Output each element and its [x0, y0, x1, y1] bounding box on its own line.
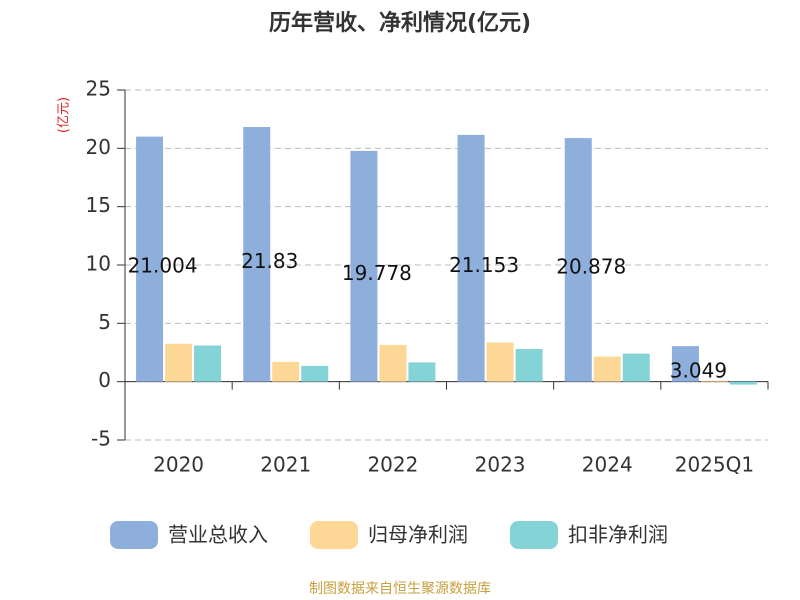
x-tick-label: 2020 — [153, 453, 204, 477]
x-tick-label: 2022 — [367, 453, 418, 477]
x-tick-label: 2024 — [582, 453, 633, 477]
legend-swatch — [310, 521, 358, 549]
chart-title: 历年营收、净利情况(亿元) — [269, 10, 531, 36]
data-label: 21.004 — [128, 254, 198, 278]
bar — [243, 126, 271, 382]
y-tick-label: 15 — [86, 193, 111, 217]
bar — [272, 361, 300, 382]
bar — [379, 344, 407, 382]
y-tick-label: 5 — [98, 310, 111, 334]
bar — [622, 353, 650, 382]
y-unit: (亿元) — [57, 97, 72, 133]
bar — [486, 342, 514, 382]
data-label: 20.878 — [556, 254, 626, 278]
data-label: 21.153 — [449, 253, 519, 277]
y-tick-label: -5 — [91, 427, 111, 451]
legend-label: 营业总收入 — [168, 523, 268, 547]
legend-label: 归母净利润 — [368, 523, 468, 547]
data-label: 3.049 — [670, 358, 727, 382]
data-label: 21.83 — [241, 249, 298, 273]
bar — [194, 345, 222, 382]
bar — [136, 136, 164, 382]
x-tick-label: 2021 — [260, 453, 311, 477]
bar — [729, 381, 757, 385]
bar — [671, 346, 699, 382]
bar — [457, 134, 485, 382]
bar — [515, 349, 543, 382]
data-label: 19.778 — [342, 261, 412, 285]
y-tick-label: 25 — [86, 77, 111, 101]
bar — [564, 138, 592, 382]
y-tick-label: 10 — [86, 252, 111, 276]
x-tick-label: 2025Q1 — [675, 453, 754, 477]
y-tick-label: 0 — [98, 368, 111, 392]
bar — [593, 356, 621, 382]
bar — [350, 150, 378, 382]
bar — [700, 380, 728, 382]
legend-swatch — [110, 521, 158, 549]
y-tick-label: 20 — [86, 135, 111, 159]
legend-label: 扣非净利润 — [568, 523, 668, 547]
x-tick-label: 2023 — [475, 453, 526, 477]
bar — [301, 365, 329, 382]
bar — [408, 362, 436, 382]
source: 制图数据来自恒生聚源数据库 — [309, 581, 491, 597]
legend-swatch — [510, 521, 558, 549]
bar — [165, 343, 193, 382]
